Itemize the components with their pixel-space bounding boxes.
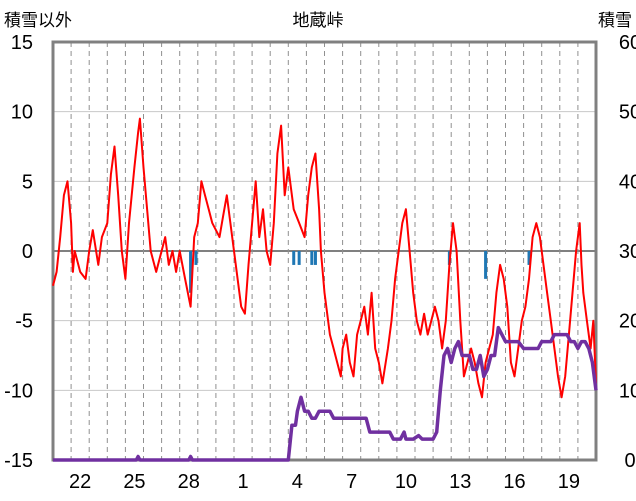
y-right-tick-label: 50 — [619, 102, 636, 124]
plot-frame — [51, 40, 598, 462]
x-tick-label: 4 — [292, 471, 303, 493]
y-left-tick-label: -10 — [4, 380, 33, 402]
temperature-line — [52, 117, 597, 399]
precipitation-bar — [189, 251, 193, 293]
x-tick-label: 22 — [69, 471, 91, 493]
snow-depth-line — [53, 325, 598, 462]
y-left-tick-label: 0 — [22, 241, 33, 263]
x-tick-label: 25 — [123, 471, 145, 493]
y-left-tick-label: 5 — [22, 171, 33, 193]
y-right-tick-label: 40 — [619, 171, 636, 193]
y-right-tick-label: 60 — [619, 32, 636, 54]
chart-title: 地蔵峠 — [292, 11, 344, 31]
x-tick-label: 10 — [395, 471, 417, 493]
y-right-tick-label: 10 — [619, 380, 636, 402]
y-left-tick-label: 15 — [11, 32, 33, 54]
precipitation-bar — [292, 251, 296, 265]
left-axis-title: 積雪以外 — [4, 11, 72, 31]
x-tick-label: 19 — [558, 471, 580, 493]
x-tick-label: 13 — [449, 471, 471, 493]
x-tick-label: 16 — [503, 471, 525, 493]
precipitation-bar — [297, 251, 301, 265]
precipitation-bar — [310, 251, 314, 265]
y-left-tick-label: 10 — [11, 102, 33, 124]
x-tick-label: 1 — [237, 471, 248, 493]
right-axis-title: 積雪 — [598, 11, 632, 31]
y-right-tick-label: 30 — [619, 241, 636, 263]
y-right-tick-label: 0 — [624, 450, 635, 472]
precipitation-bar — [194, 251, 198, 265]
precipitation-bar — [527, 251, 531, 265]
precipitation-bar — [484, 251, 488, 279]
y-left-tick-label: -5 — [15, 311, 33, 333]
x-tick-label: 7 — [346, 471, 357, 493]
y-right-tick-label: 20 — [619, 311, 636, 333]
y-left-tick-label: -15 — [4, 450, 33, 472]
x-tick-label: 28 — [178, 471, 200, 493]
precipitation-bar — [313, 251, 317, 265]
